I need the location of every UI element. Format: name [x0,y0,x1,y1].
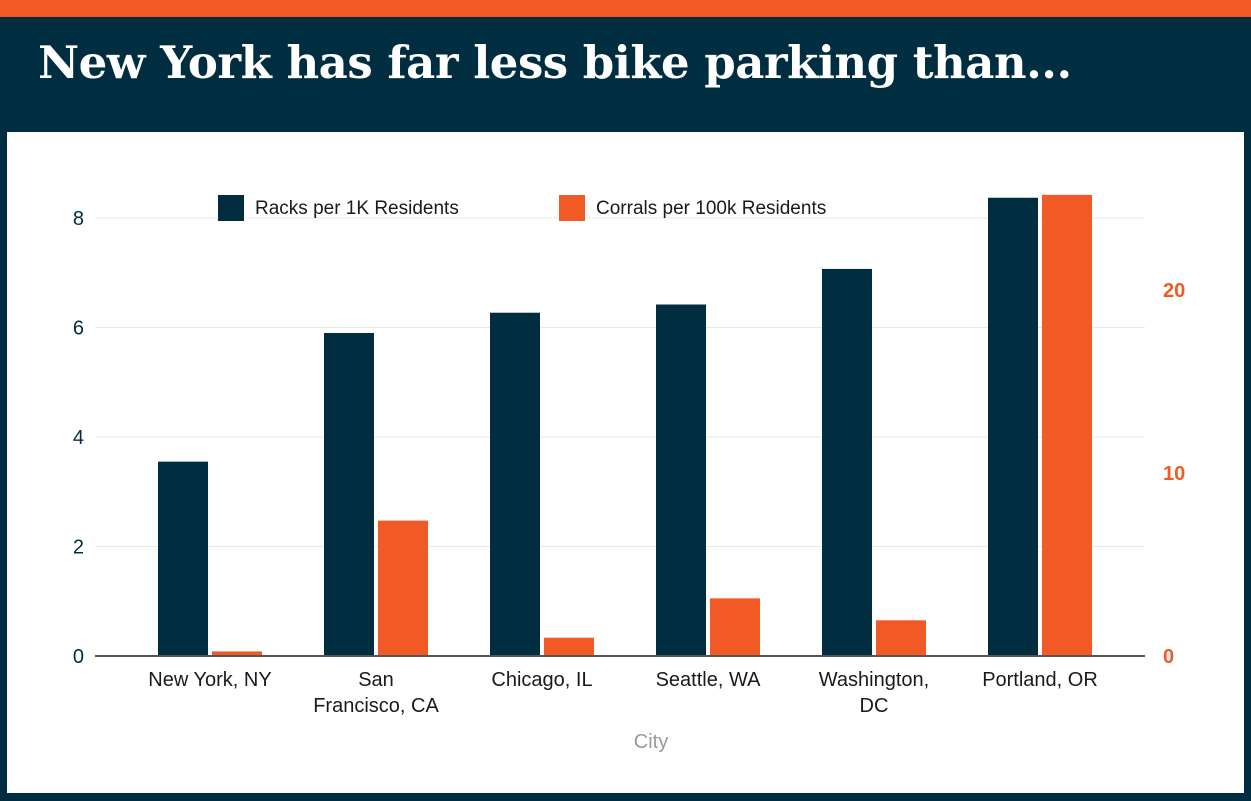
chart-title: New York has far less bike parking than.… [38,36,1072,89]
bar-corrals [378,520,428,656]
y-left-tick-label: 6 [73,318,84,340]
axes: 0 2 4 6 8 0 10 20 New York, NY San Francisco, CA Ch… [73,208,1185,753]
gridlines [95,217,1145,547]
y-right-tick-label: 0 [1163,646,1174,668]
y-right-tick-label: 10 [1163,463,1185,485]
bar-corrals [544,637,594,656]
bar-racks [158,461,208,656]
y-left-tick-label: 8 [73,208,84,230]
x-tick-label: DC [860,695,889,717]
y-left-tick-label: 2 [73,537,84,559]
bar-racks [822,268,872,656]
bar-racks [988,197,1038,656]
legend-swatch [218,195,244,221]
x-tick-label: San [358,669,394,691]
bars [158,194,1092,656]
x-tick-label: Seattle, WA [656,669,762,691]
x-tick-label: New York, NY [148,669,271,691]
x-axis-title: City [634,731,668,753]
x-tick-label: Portland, OR [982,669,1098,691]
bar-corrals [212,651,262,656]
legend-label: Corrals per 100k Residents [596,198,826,219]
bar-corrals [1042,194,1092,656]
y-left-tick-label: 0 [73,646,84,668]
bar-racks [656,304,706,656]
legend: Racks per 1K Residents Corrals per 100k R… [218,195,826,221]
x-tick-label: Francisco, CA [313,695,439,717]
bar-racks [490,312,540,656]
legend-label: Racks per 1K Residents [255,198,459,219]
x-tick-label: Chicago, IL [491,669,592,691]
bar-corrals [710,598,760,656]
bar-corrals [876,620,926,656]
y-left-tick-label: 4 [73,427,84,449]
x-tick-label: Washington, [819,669,929,691]
y-right-tick-label: 20 [1163,280,1185,302]
legend-swatch [559,195,585,221]
accent-stripe [0,0,1251,17]
bar-racks [324,332,374,656]
